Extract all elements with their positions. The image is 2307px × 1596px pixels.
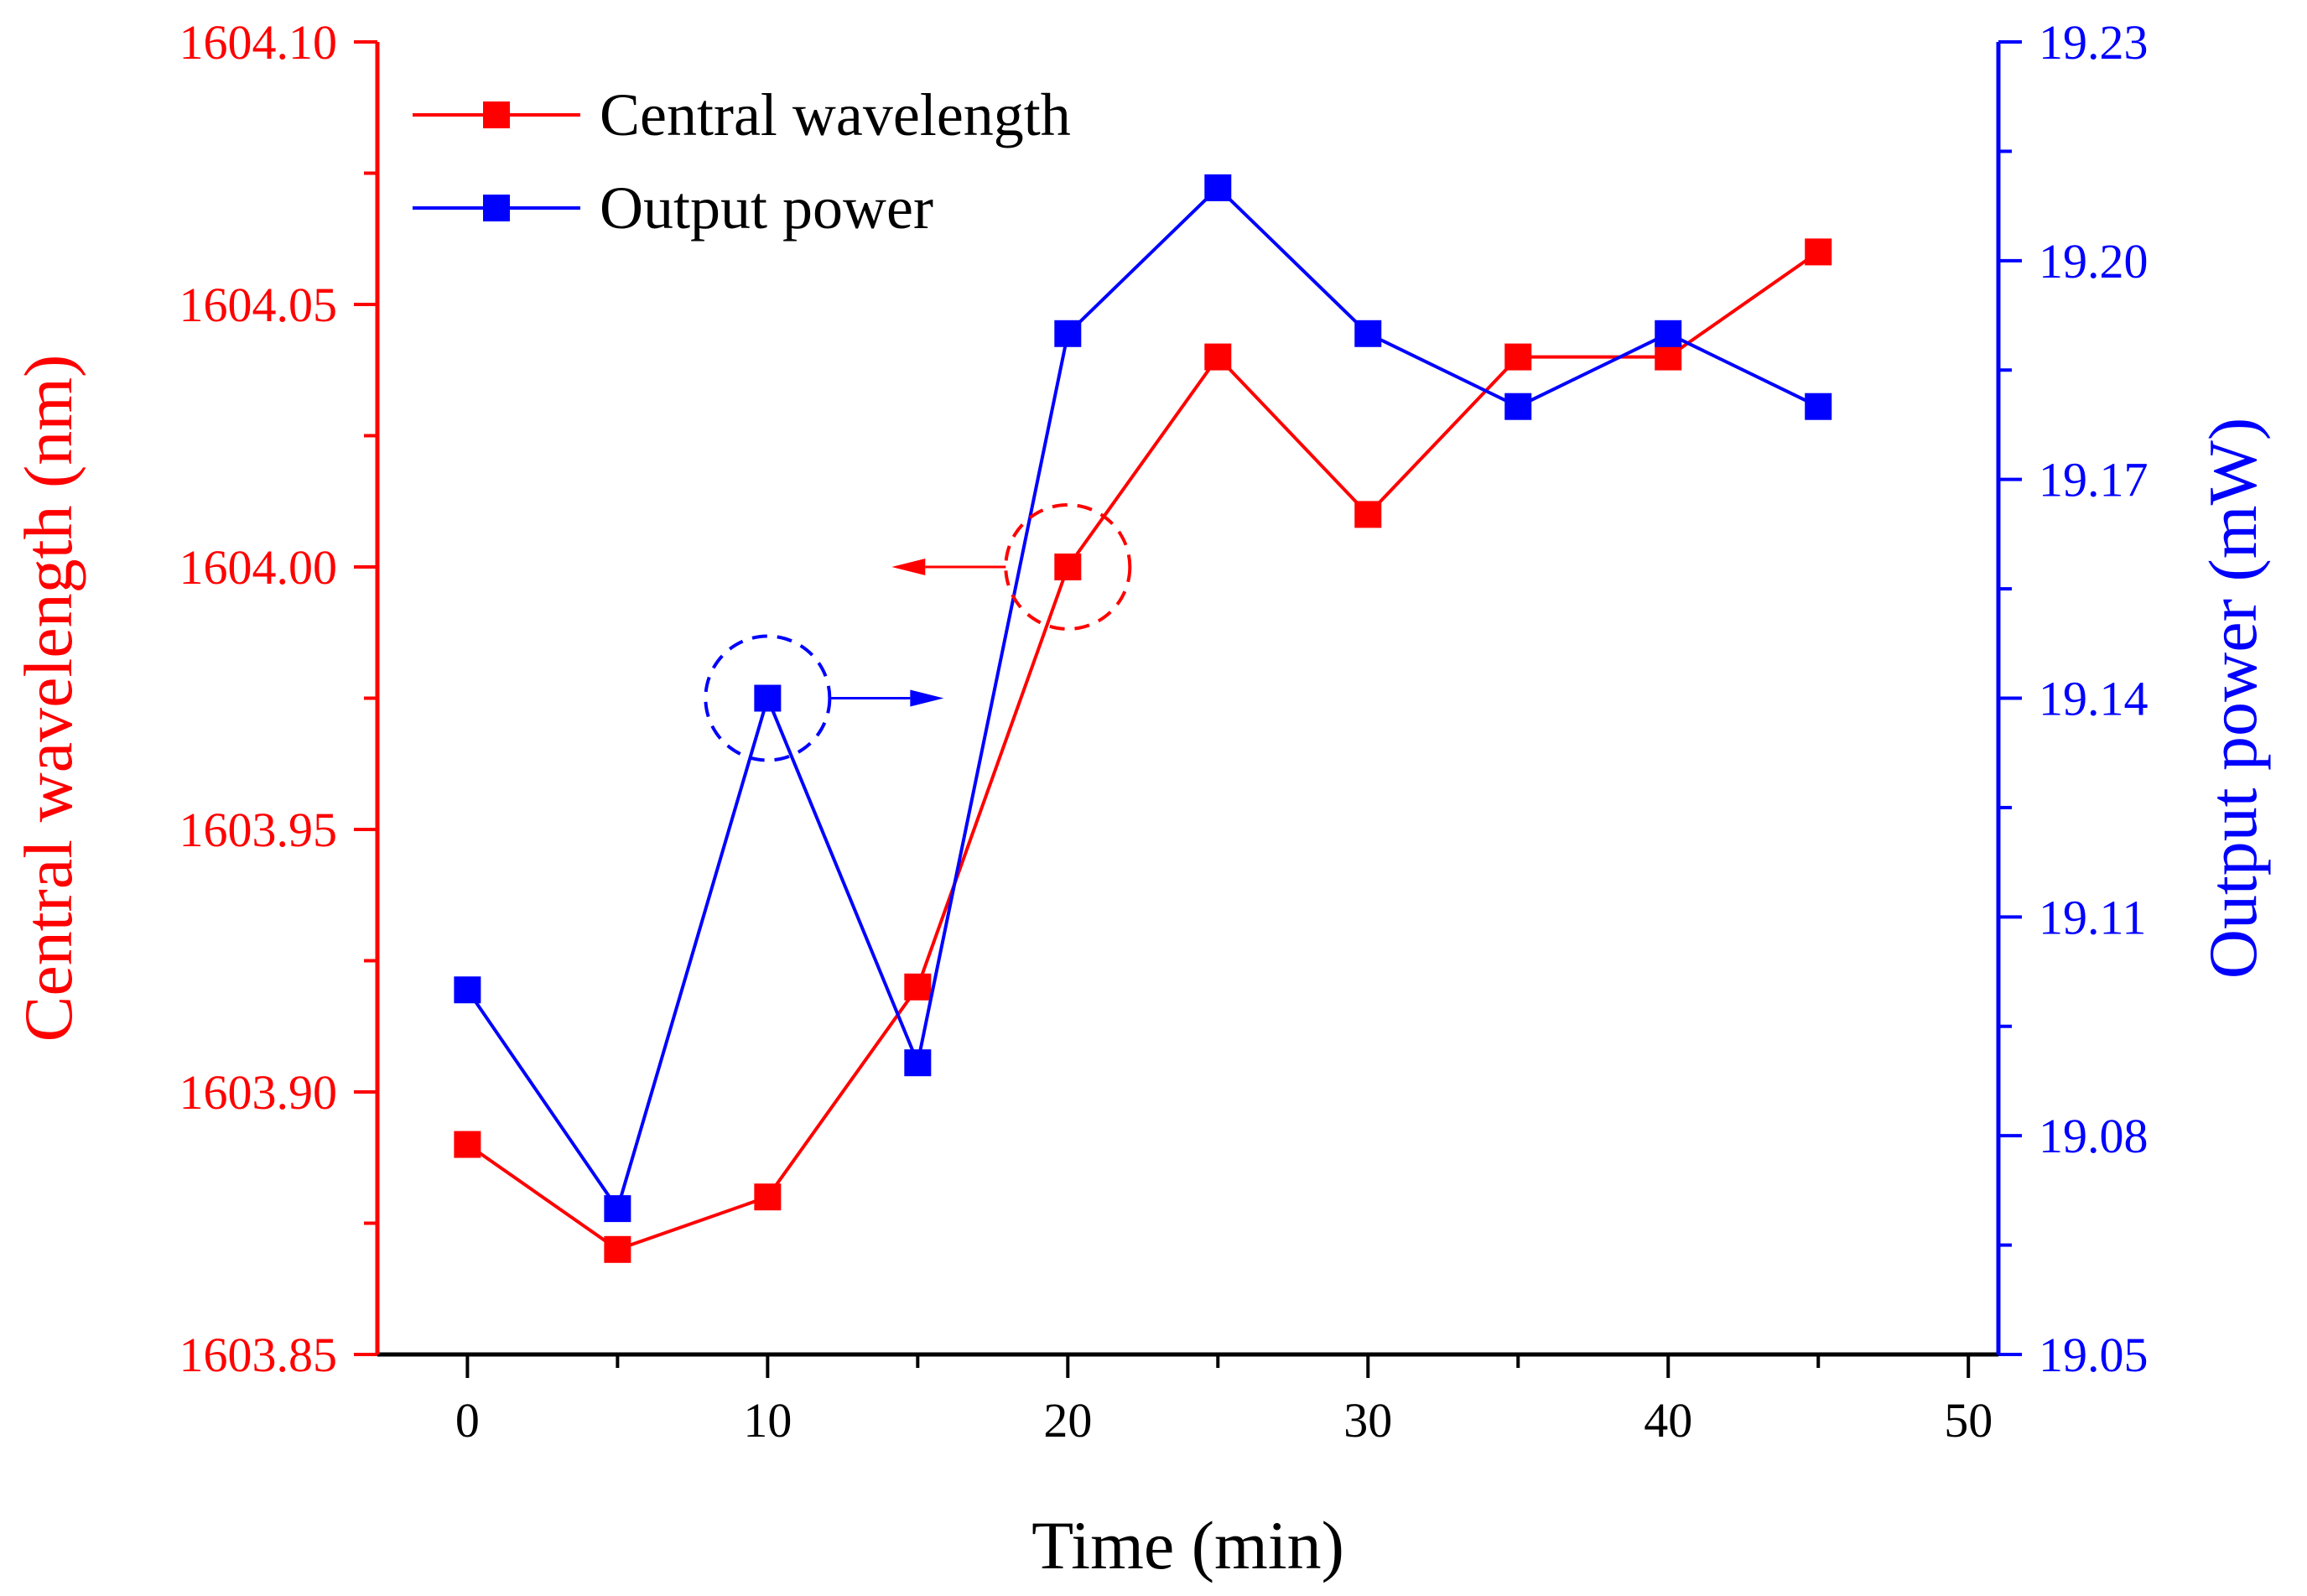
x-tick-label: 40 [1644, 1393, 1692, 1448]
annotations [704, 503, 1132, 762]
annotation-arrowhead-left-icon [891, 559, 926, 575]
data-point-output-power [1805, 393, 1832, 420]
x-tick-label: 10 [743, 1393, 792, 1448]
y-left-tick-label: 1604.00 [179, 540, 338, 595]
axes: 0 10 20 30 40 50 Time (min) 1603.85 1603.90 1603.… [10, 15, 2271, 1583]
data-point-output-power [904, 1049, 932, 1077]
legend-marker [483, 101, 510, 128]
y-right-tick-label: 19.08 [2039, 1109, 2149, 1163]
data-point-output-power [1054, 320, 1082, 347]
y-left-tick-label: 1604.10 [179, 15, 338, 70]
y-right-tick-label: 19.20 [2039, 234, 2149, 289]
data-point-central-wavelength [604, 1235, 631, 1263]
series-layer [454, 174, 1832, 1263]
y-right-tick-label: 19.11 [2039, 890, 2146, 944]
data-point-central-wavelength [754, 1183, 782, 1211]
x-tick-label: 50 [1944, 1393, 1993, 1448]
data-point-central-wavelength [904, 973, 932, 1001]
y-right-tick-label: 19.17 [2039, 453, 2149, 507]
x-axis-title: Time (min) [1031, 1507, 1344, 1583]
data-point-central-wavelength [1354, 501, 1382, 528]
y-left-tick-label: 1603.90 [179, 1065, 338, 1120]
y-right-tick-label: 19.23 [2039, 15, 2149, 70]
data-point-central-wavelength [1204, 343, 1232, 371]
x-tick-label: 20 [1043, 1393, 1092, 1448]
series-line-output-power [465, 185, 1820, 1213]
data-point-output-power [454, 976, 481, 1004]
data-point-central-wavelength [454, 1131, 481, 1158]
data-point-central-wavelength [1655, 343, 1682, 371]
data-point-output-power [754, 684, 782, 712]
y-left-tick-label: 1603.85 [179, 1328, 338, 1382]
annotation-arrowhead-right-icon [910, 689, 944, 707]
annotation-circle-central-wavelength [1004, 503, 1132, 631]
y-left-tick-label: 1603.95 [179, 803, 338, 857]
data-point-central-wavelength [1805, 238, 1832, 266]
legend-label: Central wavelength [600, 81, 1071, 148]
y-right-axis-title: Output power (mW) [2195, 418, 2271, 980]
x-tick-label: 30 [1343, 1393, 1392, 1448]
series-line-central-wavelength [466, 250, 1820, 1252]
data-point-output-power [1354, 320, 1382, 347]
legend-label: Output power [600, 174, 933, 242]
data-point-output-power [604, 1195, 631, 1223]
data-point-output-power [1504, 393, 1532, 420]
data-point-output-power [1655, 320, 1682, 347]
y-right-tick-label: 19.14 [2039, 672, 2149, 726]
x-tick-label: 0 [455, 1393, 480, 1448]
legend: Central wavelength Output power [413, 81, 1071, 242]
legend-marker [483, 195, 510, 221]
data-point-central-wavelength [1504, 343, 1532, 371]
y-left-axis-title: Central wavelength (nm) [10, 355, 86, 1042]
data-point-central-wavelength [1054, 554, 1082, 580]
data-point-output-power [1204, 174, 1232, 201]
y-left-tick-label: 1604.05 [179, 278, 338, 332]
y-right-tick-label: 19.05 [2039, 1328, 2149, 1382]
